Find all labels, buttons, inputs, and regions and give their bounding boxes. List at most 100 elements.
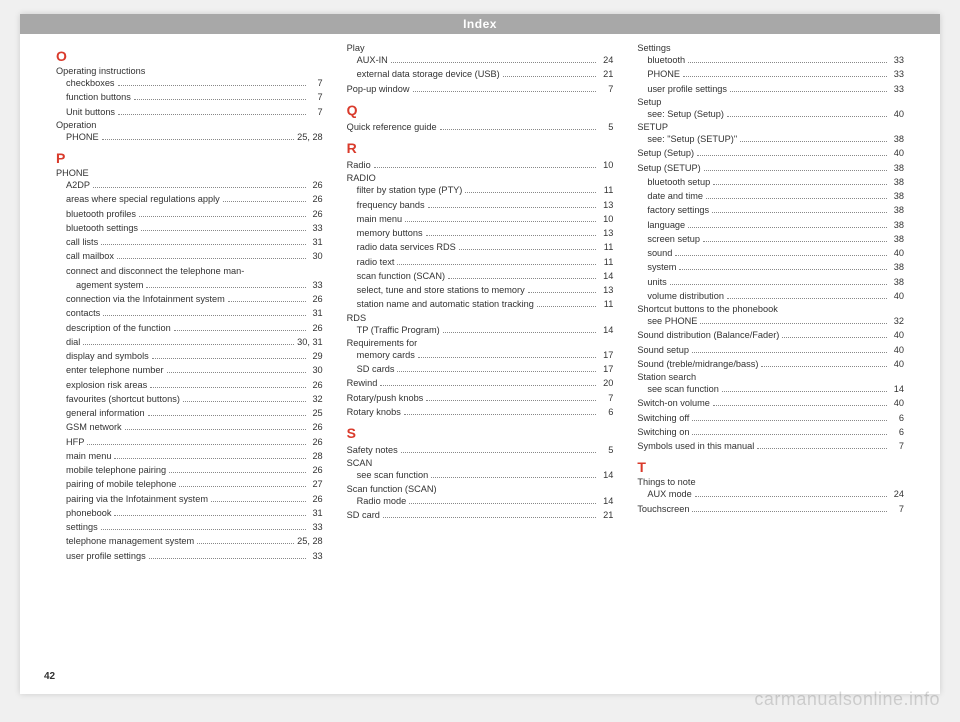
index-entry: units38: [637, 275, 904, 289]
entry-page: 26: [309, 178, 323, 192]
page-number: 42: [44, 671, 55, 682]
leader-dots: [713, 184, 887, 185]
leader-dots: [679, 269, 887, 270]
leader-dots: [118, 85, 306, 86]
leader-dots: [448, 278, 596, 279]
entry-page: 11: [599, 255, 613, 269]
index-entry: enter telephone number30: [56, 363, 323, 377]
leader-dots: [688, 227, 887, 228]
entry-page: 13: [599, 226, 613, 240]
leader-dots: [101, 244, 306, 245]
index-entry: call mailbox30: [56, 249, 323, 263]
entry-label: connection via the Infotainment system: [66, 292, 225, 306]
entry-label: Switching on: [637, 425, 689, 439]
index-entry: checkboxes7: [56, 76, 323, 90]
leader-dots: [418, 357, 596, 358]
entry-page: 7: [599, 391, 613, 405]
index-heading: Operating instructions: [56, 66, 323, 76]
entry-page: 7: [309, 76, 323, 90]
entry-label: memory buttons: [357, 226, 423, 240]
index-heading: Setup: [637, 97, 904, 107]
index-entry: radio data services RDS11: [347, 240, 614, 254]
entry-page: 24: [599, 53, 613, 67]
index-entry: main menu10: [347, 212, 614, 226]
leader-dots: [757, 448, 887, 449]
entry-label: user profile settings: [647, 82, 727, 96]
entry-label: enter telephone number: [66, 363, 164, 377]
leader-dots: [703, 241, 887, 242]
index-entry: Setup (SETUP)38: [637, 161, 904, 175]
index-letter: R: [347, 140, 614, 156]
leader-dots: [697, 155, 887, 156]
index-entry: Rotary knobs6: [347, 405, 614, 419]
leader-dots: [391, 62, 597, 63]
index-letter: T: [637, 459, 904, 475]
entry-label: Setup (SETUP): [637, 161, 700, 175]
leader-dots: [228, 301, 306, 302]
index-entry: see scan function14: [637, 382, 904, 396]
index-heading: Station search: [637, 372, 904, 382]
leader-dots: [87, 444, 305, 445]
entry-label: SD card: [347, 508, 380, 522]
index-entry: GSM network 26: [56, 420, 323, 434]
index-entry: Sound (treble/midrange/bass)40: [637, 357, 904, 371]
index-entry: Switching off6: [637, 411, 904, 425]
entry-label: GSM network: [66, 420, 122, 434]
entry-label: bluetooth profiles: [66, 207, 136, 221]
index-entry: agement system33: [56, 278, 323, 292]
index-entry: user profile settings33: [56, 549, 323, 563]
index-entry: Switch-on volume40: [637, 396, 904, 410]
leader-dots: [537, 306, 596, 307]
entry-label: connect and disconnect the telephone man…: [66, 264, 244, 278]
entry-page: 20: [599, 376, 613, 390]
index-entry: see: Setup (Setup)40: [637, 107, 904, 121]
entry-label: Quick reference guide: [347, 120, 437, 134]
entry-label: Setup (Setup): [637, 146, 694, 160]
index-entry: mobile telephone pairing26: [56, 463, 323, 477]
index-entry: display and symbols29: [56, 349, 323, 363]
index-entry: select, tune and store stations to memor…: [347, 283, 614, 297]
entry-label: AUX mode: [647, 487, 691, 501]
entry-label: bluetooth setup: [647, 175, 710, 189]
entry-page: 5: [599, 443, 613, 457]
leader-dots: [167, 372, 306, 373]
index-entry: filter by station type (PTY)11: [347, 183, 614, 197]
entry-label: Unit buttons: [66, 105, 115, 119]
entry-label: Rotary knobs: [347, 405, 401, 419]
entry-label: units: [647, 275, 666, 289]
leader-dots: [465, 192, 596, 193]
index-entry: PHONE33: [637, 67, 904, 81]
entry-page: 14: [599, 323, 613, 337]
leader-dots: [103, 315, 305, 316]
entry-label: call mailbox: [66, 249, 114, 263]
leader-dots: [443, 332, 597, 333]
leader-dots: [397, 264, 596, 265]
index-heading: Scan function (SCAN): [347, 484, 614, 494]
entry-page: 25, 28: [297, 130, 323, 144]
leader-dots: [183, 401, 306, 402]
leader-dots: [374, 167, 597, 168]
leader-dots: [223, 201, 306, 202]
entry-page: 30, 31: [297, 335, 323, 349]
index-heading: Shortcut buttons to the phonebook: [637, 304, 904, 314]
leader-dots: [179, 486, 305, 487]
index-entry: see PHONE32: [637, 314, 904, 328]
leader-dots: [83, 344, 294, 345]
entry-page: 7: [309, 105, 323, 119]
entry-page: 25: [309, 406, 323, 420]
entry-label: description of the function: [66, 321, 171, 335]
index-entry: Setup (Setup)40: [637, 146, 904, 160]
entry-page: 38: [890, 203, 904, 217]
leader-dots: [730, 91, 887, 92]
index-entry: Sound setup40: [637, 343, 904, 357]
entry-label: see PHONE: [647, 314, 697, 328]
entry-label: bluetooth: [647, 53, 685, 67]
index-entry: bluetooth settings33: [56, 221, 323, 235]
index-entry: explosion risk areas26: [56, 378, 323, 392]
entry-label: see: "Setup (SETUP)": [647, 132, 737, 146]
entry-page: 33: [309, 549, 323, 563]
page-header: Index: [20, 14, 940, 34]
index-entry: TP (Traffic Program)14: [347, 323, 614, 337]
entry-page: 26: [309, 420, 323, 434]
index-entry: pairing of mobile telephone27: [56, 477, 323, 491]
